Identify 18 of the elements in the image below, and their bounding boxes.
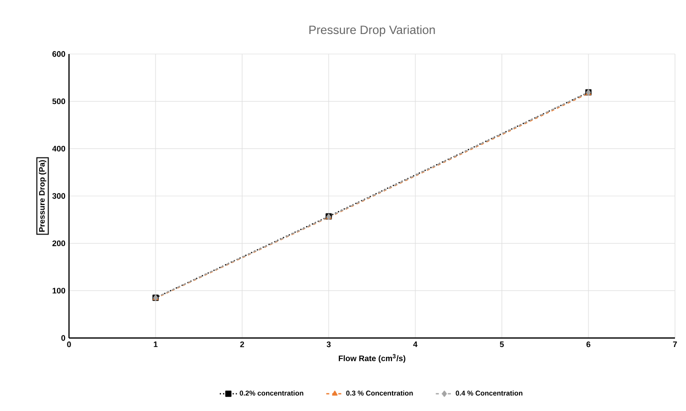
y-axis-title: Pressure Drop (Pa) xyxy=(38,160,46,232)
x-tick-label: 6 xyxy=(586,342,590,348)
y-tick-label: 0 xyxy=(61,335,66,341)
x-tick-label: 2 xyxy=(240,342,244,348)
y-tick-label: 400 xyxy=(52,146,66,152)
chart-title: Pressure Drop Variation xyxy=(309,25,435,36)
y-tick-label: 100 xyxy=(52,288,66,294)
y-tick-label: 300 xyxy=(52,193,66,199)
x-axis-title: Flow Rate (cm$^{3}$/s) xyxy=(338,354,406,363)
x-tick-label: 5 xyxy=(500,342,504,348)
x-tick-label: 3 xyxy=(326,342,331,348)
x-tick-label: 4 xyxy=(413,342,418,348)
x-tick-label: 7 xyxy=(673,342,677,348)
x-tick-label: 0 xyxy=(67,342,71,348)
y-tick-label: 200 xyxy=(52,240,66,246)
x-tick-label: 1 xyxy=(154,342,158,348)
y-tick-label: 600 xyxy=(52,51,66,57)
y-tick-label: 500 xyxy=(52,98,66,104)
